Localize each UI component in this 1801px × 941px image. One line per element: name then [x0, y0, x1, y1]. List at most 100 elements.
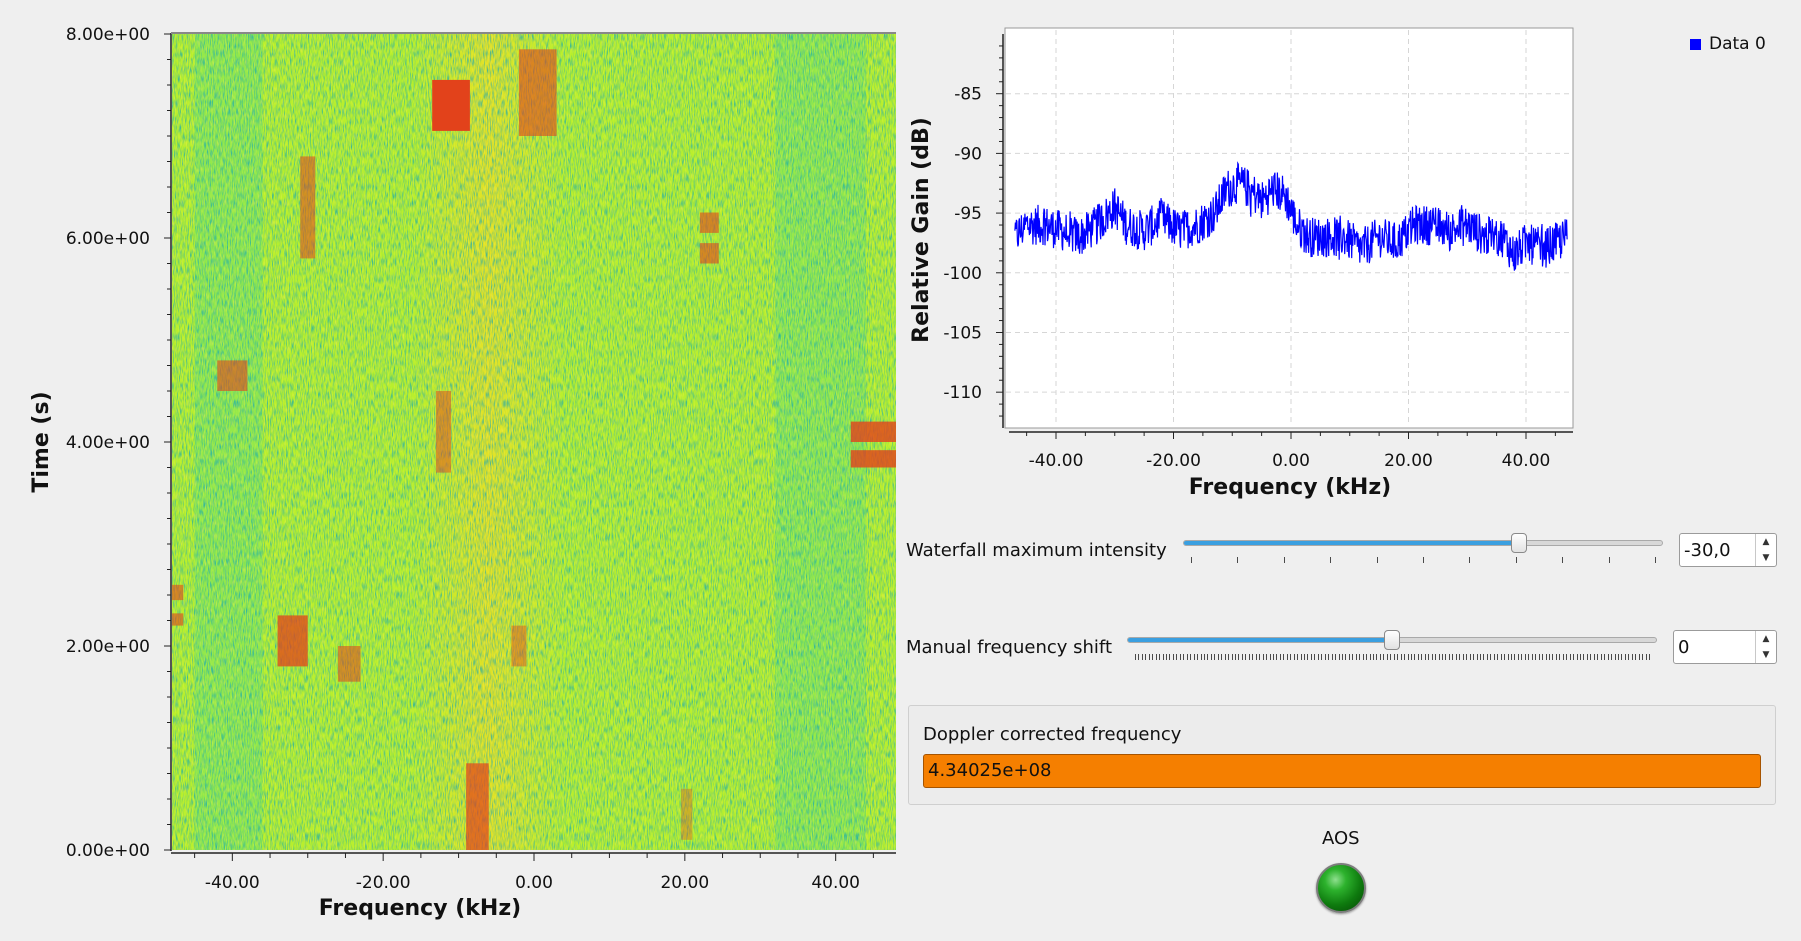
slider-tick-mark: [1448, 654, 1450, 660]
slider-tick-mark: [1290, 654, 1292, 660]
waterfall-max-down-icon[interactable]: ▼: [1762, 553, 1770, 563]
slider-tick-mark: [1200, 654, 1202, 660]
spectrum-y-tick-label: -100: [943, 264, 982, 284]
waterfall-max-spinbox[interactable]: ▲ ▼: [1679, 533, 1777, 567]
slider-tick-mark: [1203, 654, 1205, 660]
waterfall-signal-burst: [466, 763, 489, 850]
slider-tick-mark: [1300, 654, 1302, 660]
slider-tick-mark: [1190, 654, 1192, 660]
waterfall-signal-burst: [435, 391, 452, 473]
slider-tick-mark: [1338, 654, 1340, 660]
slider-tick-mark: [1324, 654, 1326, 660]
slider-tick-mark: [1262, 654, 1264, 660]
slider-tick-mark: [1152, 654, 1154, 660]
freq-shift-up-icon[interactable]: ▲: [1762, 634, 1770, 644]
slider-tick-mark: [1231, 654, 1233, 660]
slider-tick-mark: [1608, 557, 1610, 563]
spectrum-y-tick-label: -95: [954, 204, 982, 224]
waterfall-signal-burst: [850, 450, 896, 468]
spectrum-plot[interactable]: -85 -90 -95 -100 -105 -110 -40.00 -20.00 0.00 20…: [900, 20, 1680, 500]
slider-tick-mark: [1617, 654, 1619, 660]
waterfall-max-up-icon[interactable]: ▲: [1762, 537, 1770, 547]
slider-tick-mark: [1245, 654, 1247, 660]
slider-tick-mark: [1562, 654, 1564, 660]
slider-tick-mark: [1524, 654, 1526, 660]
slider-tick-mark: [1404, 654, 1406, 660]
waterfall-max-slider-handle[interactable]: [1511, 533, 1527, 553]
slider-tick-mark: [1548, 654, 1550, 660]
slider-tick-mark: [1235, 654, 1237, 660]
waterfall-max-slider[interactable]: [1183, 533, 1663, 553]
spectrum-x-tick-label: -20.00: [1146, 451, 1201, 471]
waterfall-signal-burst: [172, 584, 184, 601]
waterfall-signal-burst: [518, 49, 557, 136]
slider-tick-mark: [1307, 654, 1309, 660]
slider-tick-mark: [1214, 654, 1216, 660]
slider-tick-mark: [1631, 654, 1633, 660]
spectrum-y-tick-label: -110: [943, 383, 982, 403]
slider-tick-mark: [1515, 557, 1517, 563]
slider-tick-mark: [1504, 654, 1506, 660]
freq-shift-slider-ticks: [1135, 654, 1650, 660]
slider-tick-mark: [1528, 654, 1530, 660]
slider-tick-mark: [1191, 557, 1192, 563]
freq-shift-slider-fill: [1128, 638, 1392, 642]
waterfall-signal-burst: [172, 613, 184, 626]
waterfall-x-tick-label: 20.00: [660, 873, 709, 893]
slider-tick-mark: [1255, 654, 1257, 660]
slider-tick-mark: [1293, 654, 1295, 660]
slider-tick-mark: [1586, 654, 1588, 660]
waterfall-signal-burst: [699, 243, 719, 264]
slider-tick-mark: [1193, 654, 1195, 660]
slider-tick-mark: [1624, 654, 1626, 660]
slider-tick-mark: [1459, 654, 1461, 660]
slider-tick-mark: [1435, 654, 1437, 660]
freq-shift-slider[interactable]: [1127, 630, 1657, 650]
freq-shift-down-icon[interactable]: ▼: [1762, 650, 1770, 660]
slider-tick-mark: [1286, 654, 1288, 660]
slider-tick-mark: [1207, 654, 1209, 660]
slider-tick-mark: [1410, 654, 1412, 660]
waterfall-max-slider-track[interactable]: [1183, 540, 1663, 546]
waterfall-signal-burst: [277, 615, 308, 667]
freq-shift-spin-buttons: ▲ ▼: [1755, 631, 1776, 663]
aos-label: AOS: [1322, 828, 1360, 849]
slider-tick-mark: [1514, 654, 1516, 660]
slider-tick-mark: [1155, 654, 1157, 660]
slider-tick-mark: [1531, 654, 1533, 660]
spectrum-y-axis-title: Relative Gain (dB): [909, 117, 934, 343]
slider-tick-mark: [1228, 654, 1230, 660]
slider-tick-mark: [1645, 654, 1647, 660]
slider-tick-mark: [1466, 654, 1468, 660]
waterfall-x-tick-label: -40.00: [205, 873, 260, 893]
slider-tick-mark: [1321, 654, 1323, 660]
slider-tick-mark: [1573, 654, 1575, 660]
slider-tick-mark: [1569, 654, 1571, 660]
slider-tick-mark: [1628, 654, 1630, 660]
waterfall-max-label: Waterfall maximum intensity: [906, 540, 1167, 561]
spectrum-y-tick-label: -85: [954, 85, 982, 105]
slider-tick-mark: [1442, 654, 1444, 660]
slider-tick-mark: [1638, 654, 1640, 660]
legend-swatch-data-0: [1690, 38, 1701, 50]
freq-shift-slider-handle[interactable]: [1384, 630, 1400, 650]
freq-shift-input[interactable]: [1678, 635, 1748, 659]
freq-shift-spinbox[interactable]: ▲ ▼: [1673, 630, 1777, 664]
slider-tick-mark: [1283, 557, 1285, 563]
waterfall-signal-burst: [681, 788, 693, 840]
slider-tick-mark: [1580, 654, 1581, 660]
slider-tick-mark: [1655, 557, 1656, 563]
slider-tick-mark: [1224, 654, 1226, 660]
slider-tick-mark: [1359, 654, 1361, 660]
slider-tick-mark: [1217, 654, 1219, 660]
doppler-frequency-display: 4.34025e+08: [923, 754, 1761, 788]
waterfall-noise-warm: [172, 34, 896, 850]
slider-tick-mark: [1517, 654, 1519, 660]
slider-tick-mark: [1135, 654, 1136, 660]
slider-tick-mark: [1166, 654, 1168, 660]
slider-tick-mark: [1314, 654, 1316, 660]
waterfall-max-input[interactable]: [1684, 538, 1754, 562]
waterfall-plot[interactable]: 8.00e+00 6.00e+00 4.00e+00 2.00e+00 0.00e+00…: [0, 0, 900, 941]
slider-tick-mark: [1542, 654, 1544, 660]
slider-tick-mark: [1197, 654, 1199, 660]
